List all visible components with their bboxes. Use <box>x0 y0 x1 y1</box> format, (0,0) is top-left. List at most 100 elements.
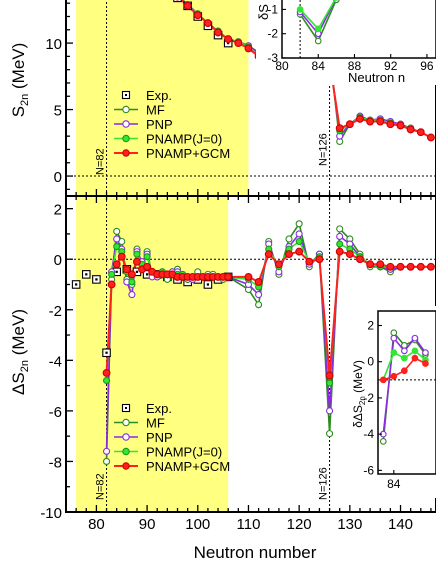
bottom-exp-point-dot <box>105 351 108 354</box>
inset-bottom-frame <box>377 310 436 475</box>
top-pnamp-gcm-point <box>234 39 243 48</box>
bottom-y-tick-label: -8 <box>49 454 62 471</box>
bottom-pnp-point <box>326 407 334 415</box>
top-y-tick-label: 0 <box>54 169 62 186</box>
bottom-pnamp-gcm-point <box>345 250 354 259</box>
inset-top-y-label: δS <box>256 4 271 20</box>
bottom-y-axis-label: ΔS2n (MeV) <box>9 309 31 395</box>
legend-label-pnamp-gcm: PNAMP+GCM <box>146 459 230 474</box>
inset-top-x-tick-label: 92 <box>384 59 398 73</box>
top-pnamp-gcm-point <box>366 117 375 126</box>
inset-bottom-mf-point <box>390 329 398 337</box>
bottom-pnamp-gcm-point <box>112 260 121 269</box>
top-pnamp-gcm-point <box>214 28 223 37</box>
legend-marker-pnamp-j0 <box>122 134 130 143</box>
top-exp-point <box>173 0 182 3</box>
bottom-y-tick-label: -10 <box>40 505 62 522</box>
legend-label-mf: MF <box>146 103 165 118</box>
bottom-x-tick-label: 80 <box>88 516 105 533</box>
bottom-pnamp-gcm-point <box>416 262 425 271</box>
bottom-pnp-point <box>255 291 263 299</box>
bottom-pnamp-gcm-point <box>274 260 283 269</box>
top-pnamp-gcm-point <box>426 133 435 142</box>
bottom-pnamp-gcm-point <box>244 272 253 281</box>
bottom-mf-point <box>336 225 344 233</box>
inset-bottom-pnamp-gcm-point <box>401 367 408 375</box>
bottom-mf-point <box>326 430 334 438</box>
legend-item-pnamp-j0: PNAMP(J=0) <box>114 132 222 147</box>
bottom-exp-point-dot <box>75 283 78 286</box>
legend-label-exp: Exp. <box>146 88 172 103</box>
top-y-tick-label: 10 <box>45 36 62 53</box>
bottom-exp-point-dot <box>206 283 210 286</box>
bottom-pnamp-gcm-point <box>102 369 111 377</box>
bottom-pnamp-gcm-point <box>117 252 126 261</box>
bottom-pnamp-gcm-point <box>264 250 273 259</box>
top-magic-label-126: N=126 <box>318 133 330 166</box>
bottom-x-tick-label: 90 <box>139 516 156 533</box>
inset-top-pnamp-j0-point <box>314 25 322 33</box>
bottom-pnamp-j0-point <box>143 253 151 261</box>
inset-bottom-y-tick-label: -4 <box>363 427 374 441</box>
bottom-magic-label-126: N=126 <box>318 467 330 500</box>
bottom-pnamp-gcm-point <box>356 255 364 264</box>
bottom-y-tick-label: 2 <box>54 202 62 219</box>
bottom-series <box>71 220 435 465</box>
inset-top-x-tick-label: 96 <box>420 59 434 73</box>
bottom-pnamp-gcm-point <box>315 255 324 264</box>
inset-delta-s2n: 80 84 88 92 96 -1 -2 -3 δS Neutron n <box>256 0 436 85</box>
inset-bottom-y-tick-label: 2 <box>367 318 374 332</box>
inset-delta-delta-s2n: 84 2 0 -2 -4 -6 δΔS2n (MeV) <box>346 306 436 498</box>
inset-top-pnamp-j0-point <box>296 6 304 13</box>
bottom-y-tick-label: -4 <box>49 353 62 370</box>
bottom-x-tick-label: 100 <box>185 516 210 533</box>
bottom-pnamp-gcm-point <box>224 272 233 281</box>
top-pnamp-gcm-point <box>356 114 364 123</box>
inset-bottom-pnp-point <box>411 334 419 342</box>
legend-marker-pnamp-gcm <box>122 149 130 157</box>
top-exp-point-dot <box>227 41 230 45</box>
x-axis-label: Neutron number <box>194 543 317 562</box>
bottom-x-tick-label: 110 <box>237 516 261 533</box>
bottom-magic-label-82: N=82 <box>95 473 107 500</box>
inset-bottom-pnamp-gcm-point <box>379 376 387 384</box>
legend-label-mf: MF <box>146 416 165 431</box>
bottom-pnp-point <box>295 230 303 238</box>
bottom-y-tick-label: -6 <box>49 404 62 421</box>
bottom-pnamp-gcm-point <box>376 260 385 269</box>
inset-bottom-y-tick-label: 0 <box>367 355 374 369</box>
bottom-pnamp-j0-point <box>128 278 136 286</box>
legend-item-exp: Exp. <box>121 401 172 416</box>
inset-top-mf-point <box>314 37 322 45</box>
legend-label-exp: Exp. <box>146 401 172 416</box>
legend-item-pnp: PNP <box>114 430 173 445</box>
legend-item-mf: MF <box>114 103 165 118</box>
bottom-mf-point <box>285 235 293 243</box>
bottom-pnamp-gcm-point <box>107 280 116 289</box>
inset-bottom-pnamp-gcm-point <box>411 354 419 362</box>
legend-marker-exp-dot <box>125 94 127 96</box>
inset-bottom-mf-point <box>379 438 387 445</box>
top-pnamp-gcm-point <box>416 128 425 137</box>
bottom-x-tick-label: 130 <box>337 516 362 533</box>
legend-item-pnp: PNP <box>114 117 173 132</box>
inset-bottom-x-tick-label: 84 <box>387 477 401 491</box>
bottom-pnamp-gcm-point <box>254 278 263 286</box>
top-y-tick-label: 5 <box>54 103 62 120</box>
legend-item-pnamp-gcm: PNAMP+GCM <box>114 146 230 161</box>
bottom-pnp-point <box>102 447 111 455</box>
inset-bottom-y-label: δΔS2n (MeV) <box>351 360 367 428</box>
inset-bottom-pnp-point <box>422 349 429 357</box>
legend-marker-pnp <box>122 433 130 441</box>
inset-bottom-pnamp-j0-point <box>401 354 408 362</box>
bottom-pnamp-j0-point <box>326 379 334 387</box>
inset-top-y-tick-label: -3 <box>267 51 278 65</box>
bottom-mf-point <box>113 227 121 235</box>
bottom-pnp-point <box>113 235 121 243</box>
top-pnamp-gcm-point <box>335 124 344 133</box>
inset-bottom-pnp-point <box>401 347 408 355</box>
legend-item-pnamp-j0: PNAMP(J=0) <box>114 445 222 460</box>
